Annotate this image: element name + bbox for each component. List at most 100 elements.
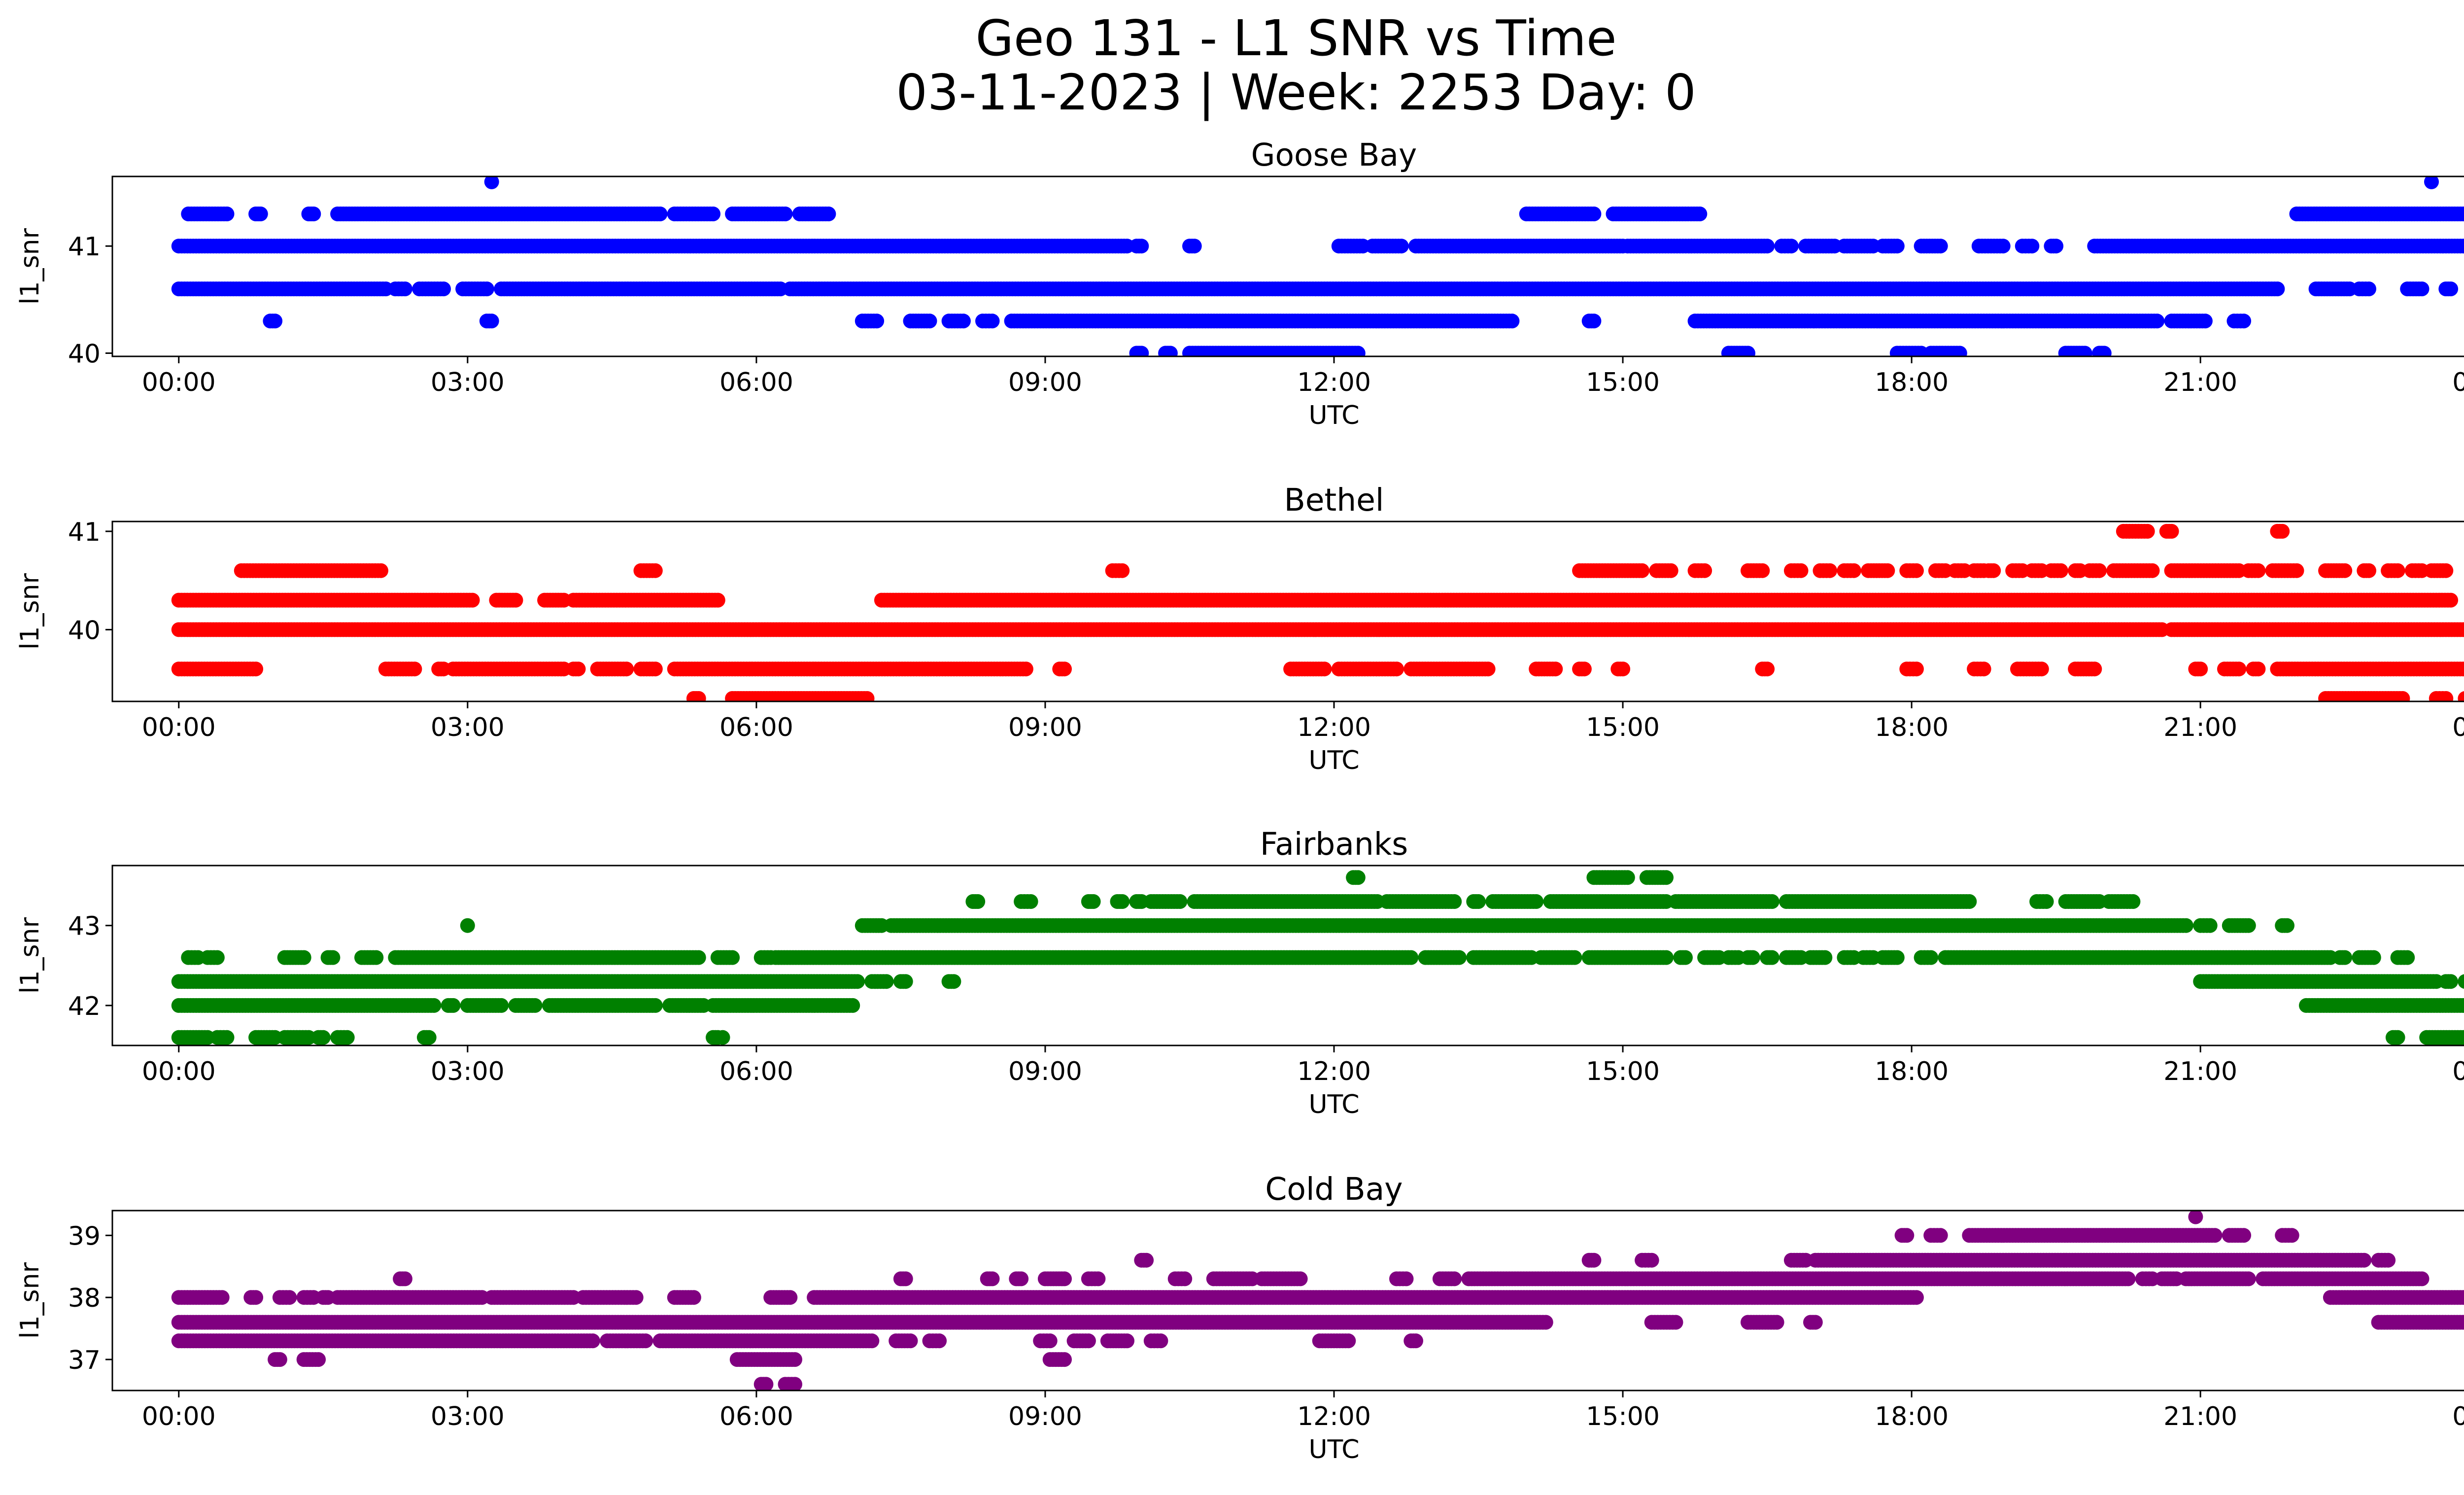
data-point xyxy=(2049,239,2064,254)
point-run xyxy=(633,661,663,677)
data-point xyxy=(778,207,793,221)
point-run xyxy=(1687,313,2165,329)
data-point xyxy=(571,661,586,677)
data-point xyxy=(1023,894,1038,909)
x-tick-label: 15:00 xyxy=(1586,368,1660,397)
data-point xyxy=(1620,870,1635,885)
data-point xyxy=(1760,661,1775,677)
point-run xyxy=(412,281,451,297)
point-run xyxy=(1687,563,1712,578)
point-run xyxy=(301,207,321,221)
point-run xyxy=(1620,239,1775,254)
data-point xyxy=(1163,346,1178,356)
data-point xyxy=(1783,239,1799,254)
point-run xyxy=(633,563,663,578)
point-run xyxy=(1606,207,1708,221)
point-run xyxy=(2357,563,2376,578)
x-tick-label: 12:00 xyxy=(1297,713,1371,742)
point-run xyxy=(2058,346,2092,356)
point-run xyxy=(965,894,986,909)
data-point xyxy=(2039,894,2054,909)
data-point xyxy=(1846,563,1861,578)
data-point xyxy=(1576,661,1592,677)
point-run xyxy=(1861,563,1895,578)
snr-level-39.3 xyxy=(686,691,2464,701)
point-run xyxy=(2024,563,2049,578)
data-point xyxy=(706,207,720,221)
data-point xyxy=(1115,563,1130,578)
point-run xyxy=(1466,894,1486,909)
point-run xyxy=(1283,661,1332,677)
point-run xyxy=(1129,239,1149,254)
point-run xyxy=(1408,239,1631,254)
data-point xyxy=(1663,563,1678,578)
data-point xyxy=(397,281,412,297)
data-point xyxy=(436,281,451,297)
point-run xyxy=(1798,239,1842,254)
data-point xyxy=(1692,207,1708,221)
point-run xyxy=(330,207,668,221)
point-run xyxy=(2289,207,2464,221)
data-point xyxy=(2024,239,2040,254)
figure-title-line2: 03-11-2023 | Week: 2253 Day: 0 xyxy=(896,64,1696,121)
data-point xyxy=(1350,346,1366,356)
point-run xyxy=(248,207,268,221)
point-run xyxy=(1110,894,1130,909)
snr-level-41 xyxy=(171,239,2464,254)
data-point xyxy=(1760,239,1775,254)
data-point xyxy=(2193,661,2208,677)
figure-title-line1: Geo 131 - L1 SNR vs Time xyxy=(976,9,1617,67)
data-point xyxy=(1986,563,2001,578)
point-run xyxy=(1639,870,1674,885)
point-run xyxy=(2404,563,2430,578)
data-point xyxy=(2251,563,2266,578)
point-run xyxy=(1331,661,1404,677)
data-point xyxy=(268,313,283,329)
point-run xyxy=(2438,281,2459,297)
data-point xyxy=(985,313,1000,329)
data-point xyxy=(2462,624,2464,635)
point-run xyxy=(874,592,2459,608)
subplot-title: Bethel xyxy=(1284,482,1384,518)
x-tick-label: 06:00 xyxy=(719,368,793,397)
point-run xyxy=(2270,661,2464,677)
data-point xyxy=(2438,563,2454,578)
x-tick-label: 00:00 xyxy=(2452,713,2464,742)
point-run xyxy=(1981,563,2001,578)
data-point xyxy=(2150,313,2165,329)
data-point xyxy=(1615,661,1631,677)
point-run xyxy=(1967,661,1991,677)
data-point xyxy=(1952,346,1967,356)
point-run xyxy=(2429,691,2454,701)
point-run xyxy=(2246,661,2266,677)
data-point xyxy=(1995,239,2011,254)
point-run xyxy=(2270,523,2290,539)
point-run xyxy=(903,313,937,329)
point-run xyxy=(171,281,393,297)
data-point xyxy=(407,661,422,677)
data-point xyxy=(374,563,388,578)
data-point xyxy=(2077,346,2092,356)
data-point xyxy=(1350,870,1366,885)
x-tick-label: 03:00 xyxy=(431,368,505,397)
point-run xyxy=(1014,894,1038,909)
subplot-title: Goose Bay xyxy=(1251,137,1417,173)
point-run xyxy=(2352,281,2376,297)
data-point xyxy=(922,313,937,329)
snr-level-40.3 xyxy=(171,592,2459,608)
data-point xyxy=(2361,281,2376,297)
point-run xyxy=(1779,894,1977,909)
y-tick-label: 40 xyxy=(68,616,101,645)
point-run xyxy=(1105,563,1130,578)
data-point xyxy=(970,894,986,909)
point-run xyxy=(2226,313,2252,329)
data-point xyxy=(219,207,235,221)
point-run xyxy=(975,313,1000,329)
point-run xyxy=(2029,894,2054,909)
point-run xyxy=(489,592,523,608)
x-tick-label: 09:00 xyxy=(1008,713,1082,742)
point-run xyxy=(2082,563,2107,578)
snr-level-40.3 xyxy=(263,313,2252,329)
